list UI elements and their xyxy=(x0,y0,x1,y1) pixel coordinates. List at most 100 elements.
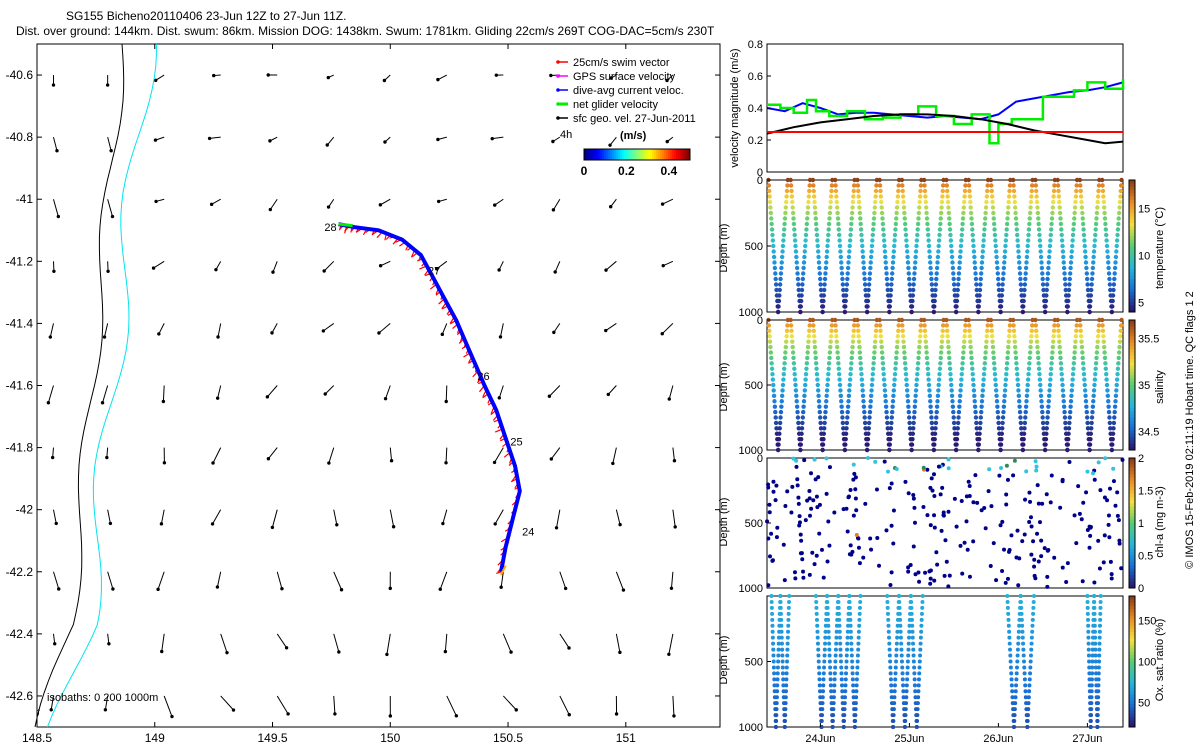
sal-point xyxy=(791,355,796,361)
oxygen-point xyxy=(1086,617,1091,622)
temp-point xyxy=(890,265,895,271)
chla-point xyxy=(916,570,921,575)
temp-point xyxy=(1059,232,1064,238)
geo-velocity-arrowhead xyxy=(514,708,518,712)
oxygen-point xyxy=(785,641,790,646)
temp-point xyxy=(877,177,882,183)
oxygen-point xyxy=(1029,635,1034,640)
sal-point xyxy=(869,382,875,388)
chla-point xyxy=(930,488,935,493)
temp-point xyxy=(851,183,857,188)
temp-colorbar-cell xyxy=(1129,203,1135,207)
temp-point xyxy=(790,205,795,210)
oxygen-point xyxy=(820,701,825,706)
temp-point xyxy=(1118,194,1123,199)
temp-point xyxy=(972,265,978,271)
oxygen-point xyxy=(891,713,896,718)
oxygen-point xyxy=(1029,641,1034,646)
chla-point xyxy=(801,575,806,580)
sal-point xyxy=(962,328,968,334)
geo-velocity-arrow xyxy=(211,198,221,205)
oxygen-point xyxy=(897,611,902,616)
sal-point xyxy=(1016,393,1022,399)
temp-point xyxy=(910,298,915,304)
sal-point xyxy=(917,334,923,339)
oxygen-point xyxy=(771,665,776,670)
geo-velocity-arrowhead xyxy=(606,392,611,397)
oxygen-point xyxy=(885,605,890,610)
temp-colorbar-cell xyxy=(1129,189,1135,194)
sal-point xyxy=(955,431,960,436)
colorbar-cell xyxy=(652,149,655,160)
sal-point xyxy=(955,426,960,431)
temp-point xyxy=(851,188,856,194)
geo-velocity-arrowhead xyxy=(156,587,160,592)
temp-point xyxy=(1022,282,1028,287)
temp-point xyxy=(983,205,989,210)
oxygen-point xyxy=(916,683,921,688)
sal-point xyxy=(838,388,843,393)
sal-point xyxy=(973,415,979,420)
oxygen-point xyxy=(779,629,784,634)
sal-point xyxy=(857,344,862,350)
oxy-colorbar-cell xyxy=(1129,690,1135,695)
colorbar-cell xyxy=(658,149,661,160)
sal-point xyxy=(847,382,852,388)
temp-point xyxy=(780,249,785,254)
oxygen-point xyxy=(770,635,775,640)
temp-point xyxy=(776,298,782,304)
oxygen-point xyxy=(1008,653,1013,658)
chla-colorbar-cell xyxy=(1129,584,1135,589)
sal-point xyxy=(802,393,807,399)
temp-point xyxy=(1085,287,1091,293)
temp-point xyxy=(871,221,876,227)
chla-point xyxy=(852,471,857,476)
sal-point xyxy=(951,415,956,420)
sal-point xyxy=(1029,323,1035,328)
sal-point xyxy=(915,371,920,377)
oxy-colorbar-cell xyxy=(1129,717,1135,721)
geo-velocity-arrowhead xyxy=(153,138,158,142)
temp-point xyxy=(887,304,892,309)
oxygen-point xyxy=(915,701,920,706)
oxygen-point xyxy=(857,605,862,610)
sal-point xyxy=(893,361,899,366)
oxygen-point xyxy=(847,605,852,610)
oxygen-point xyxy=(833,647,838,652)
chla-colorbar-cell xyxy=(1129,529,1135,534)
oxygen-point xyxy=(1031,611,1036,616)
oxygen-point xyxy=(823,629,828,634)
temp-point xyxy=(939,199,945,205)
temp-point xyxy=(772,260,777,265)
temp-point xyxy=(970,238,976,243)
oxygen-point xyxy=(1030,629,1035,634)
oxygen-point xyxy=(822,665,827,670)
sal-colorbar-cell xyxy=(1129,349,1135,353)
sal-point xyxy=(857,350,863,355)
oxygen-point xyxy=(770,623,775,628)
temp-point xyxy=(801,265,806,271)
geo-velocity-arrow xyxy=(550,447,561,460)
sal-point xyxy=(1065,447,1070,453)
chla-point xyxy=(939,528,944,533)
sal-point xyxy=(793,388,799,393)
temp-point xyxy=(873,188,879,194)
sal-point xyxy=(906,404,911,409)
salinity-ylabel: Depth (m) xyxy=(718,363,730,412)
oxygen-point xyxy=(1014,671,1019,676)
temp-point xyxy=(849,221,854,227)
temp-colorbar-cell xyxy=(1129,209,1135,214)
geo-velocity-arrow xyxy=(380,260,391,267)
temp-point xyxy=(1023,265,1029,271)
colorbar-cell xyxy=(610,149,613,160)
temp-point xyxy=(1012,199,1017,205)
sal-point xyxy=(814,366,819,371)
chla-point xyxy=(797,514,802,519)
temp-point xyxy=(982,221,988,227)
sal-point xyxy=(950,399,955,404)
oxygen-point xyxy=(1011,725,1016,729)
oxygen-point xyxy=(839,671,844,676)
sal-point xyxy=(983,350,988,355)
sal-point xyxy=(864,447,870,453)
oxygen-point xyxy=(897,599,902,604)
